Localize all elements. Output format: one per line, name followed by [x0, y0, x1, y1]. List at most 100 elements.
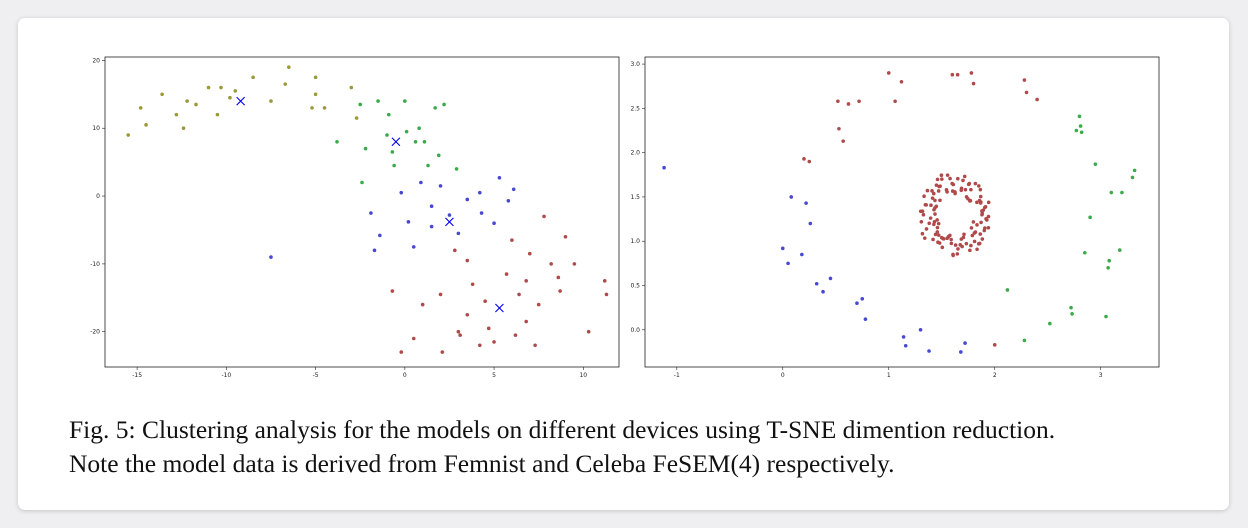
red-point [456, 329, 461, 334]
red-point [933, 212, 937, 216]
olive-point [354, 116, 359, 120]
green-point [376, 99, 380, 103]
red-point [964, 241, 969, 246]
blue-point [447, 213, 452, 217]
green-point [433, 106, 437, 110]
blue-point [399, 190, 404, 195]
red-point [893, 99, 897, 104]
red-point [453, 248, 457, 253]
red-point [836, 99, 840, 104]
blue-point [378, 233, 382, 238]
y-tick-label: 0.0 [630, 327, 640, 334]
red-point [968, 198, 973, 203]
green-point [1120, 190, 1124, 195]
green-point [404, 129, 409, 134]
olive-point [313, 75, 318, 80]
red-point [937, 241, 942, 245]
green-point [1069, 305, 1073, 310]
red-point [483, 299, 487, 304]
red-point [961, 235, 966, 240]
blue-point [918, 328, 923, 332]
red-point [920, 231, 925, 236]
green-point [390, 150, 395, 154]
olive-point [287, 65, 291, 69]
red-point [981, 208, 986, 212]
red-point [969, 226, 974, 230]
red-point [411, 336, 416, 341]
red-point [563, 234, 568, 239]
x-tick-label: 2 [993, 372, 997, 379]
y-tick-label: 3.0 [630, 61, 640, 68]
red-point [399, 350, 404, 354]
blue-point [786, 261, 790, 266]
green-point [392, 163, 396, 168]
red-point [956, 176, 960, 181]
red-point [973, 181, 978, 186]
green-point [454, 167, 459, 171]
red-point [936, 189, 941, 193]
blue-point [369, 211, 373, 215]
red-point [971, 81, 976, 86]
red-point [948, 233, 952, 238]
red-point [956, 247, 960, 251]
green-point [426, 163, 430, 168]
red-point [986, 200, 991, 205]
red-point [950, 189, 955, 193]
red-point [950, 72, 955, 77]
blue-point [860, 297, 865, 301]
red-point [940, 245, 945, 250]
red-point [978, 194, 983, 199]
red-point [962, 174, 967, 179]
blue-point [808, 221, 813, 226]
red-point [846, 102, 851, 106]
cluster-center-marker [445, 217, 454, 227]
red-point [440, 350, 445, 354]
green-point [1074, 128, 1079, 133]
blue-point [927, 349, 931, 353]
red-point [973, 230, 978, 234]
red-point [941, 237, 946, 241]
red-point [935, 225, 940, 230]
olive-point [206, 85, 211, 90]
green-point [417, 126, 421, 131]
caption-line-1: Fig. 5: Clustering analysis for the mode… [69, 415, 1056, 444]
red-point [938, 198, 942, 203]
red-point [953, 191, 957, 196]
red-point [837, 126, 841, 131]
green-point [436, 153, 441, 158]
red-point [886, 71, 891, 75]
red-point [960, 244, 964, 249]
red-point [420, 302, 425, 307]
blue-point [506, 199, 511, 203]
red-point [963, 187, 968, 192]
y-tick-label: 0 [96, 193, 100, 200]
green-point [358, 102, 363, 107]
red-point [971, 220, 976, 224]
green-point [1117, 248, 1122, 252]
red-point [930, 189, 934, 193]
red-point [953, 243, 958, 247]
green-point [1048, 321, 1052, 326]
left-scatter-plot: -15 -10 -5 0 5 10 -20 -10 0 10 20 [90, 56, 620, 379]
blue-point [411, 245, 416, 249]
figure-caption: Fig. 5: Clustering analysis for the mode… [69, 413, 1209, 481]
red-point [945, 190, 949, 194]
red-point [533, 343, 537, 348]
red-point [972, 239, 977, 244]
red-point [975, 247, 979, 252]
red-point [986, 214, 991, 219]
red-point [959, 186, 964, 191]
red-point [556, 275, 561, 280]
red-point [925, 188, 930, 193]
red-point [602, 279, 607, 283]
red-point [492, 340, 496, 344]
y-tick-label: 1.5 [630, 194, 640, 201]
blue-point [855, 301, 859, 306]
green-point [1077, 114, 1082, 119]
red-point [802, 157, 806, 161]
red-point [975, 200, 979, 205]
red-point [935, 177, 940, 182]
red-point [477, 343, 482, 348]
red-point [986, 225, 991, 230]
red-point [977, 198, 982, 203]
